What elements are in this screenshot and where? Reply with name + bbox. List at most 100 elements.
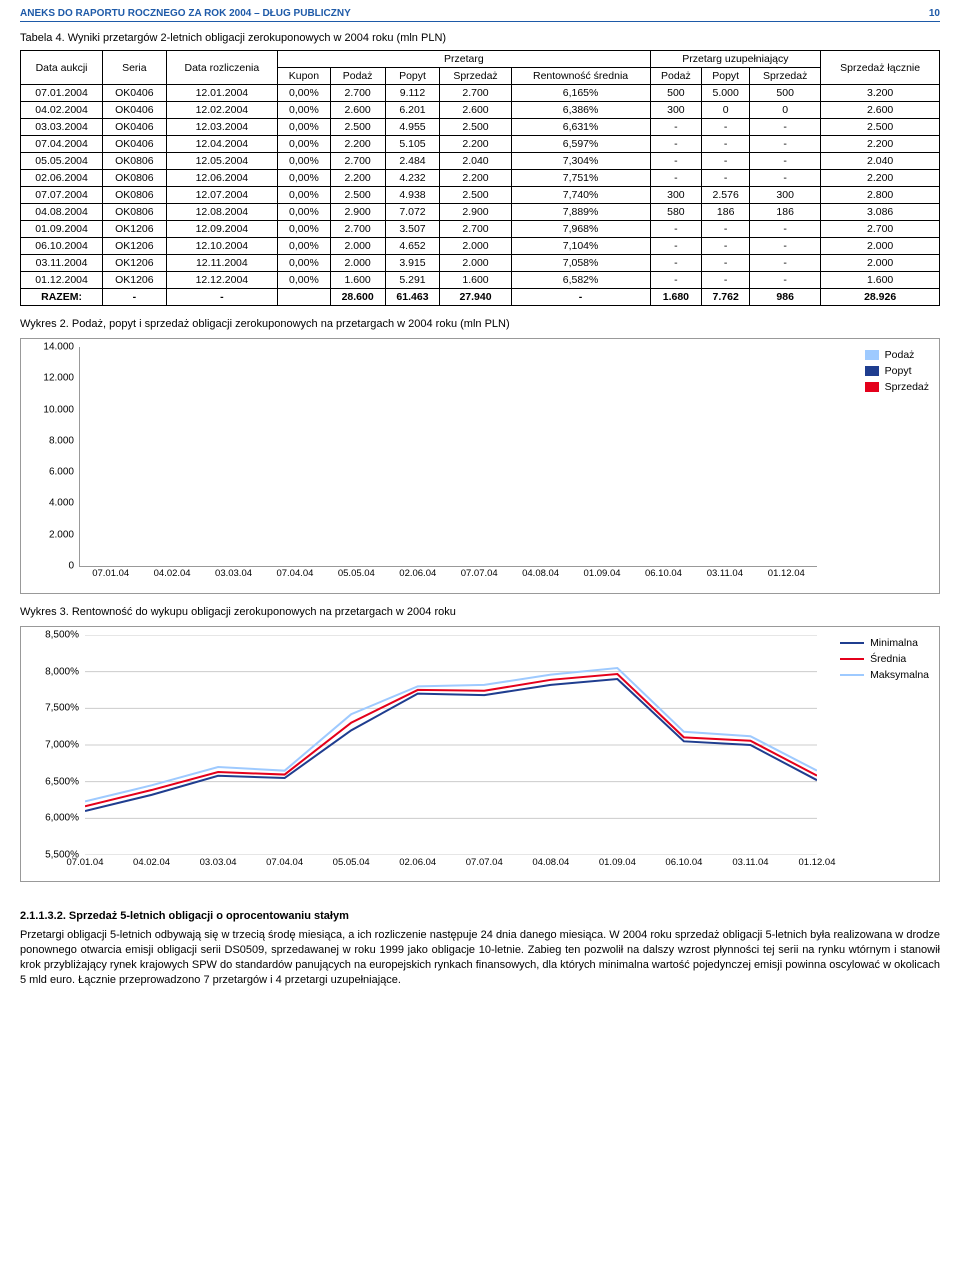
- table-cell: 7.072: [385, 204, 440, 221]
- table-cell: 2.700: [330, 153, 385, 170]
- table-cell: 0,00%: [278, 136, 331, 153]
- line-chart: 07.01.0404.02.0403.03.0407.04.0405.05.04…: [85, 635, 817, 855]
- table-cell: 12.09.2004: [166, 221, 278, 238]
- line-ytick: 5,500%: [33, 850, 79, 861]
- table-cell: 5.105: [385, 136, 440, 153]
- legend-swatch: [865, 366, 879, 376]
- table-cell: 2.500: [330, 187, 385, 204]
- table-cell: 4.232: [385, 170, 440, 187]
- col-group-uzup: Przetarg uzupełniający: [650, 51, 821, 68]
- table-cell: 2.000: [330, 238, 385, 255]
- table-cell: 2.200: [821, 170, 940, 187]
- table-cell: 7,751%: [511, 170, 650, 187]
- table-cell: 0,00%: [278, 255, 331, 272]
- table-cell: 7,968%: [511, 221, 650, 238]
- bar-ytick: 10.000: [34, 404, 74, 415]
- legend-label: Popyt: [885, 365, 912, 377]
- table-cell: 12.01.2004: [166, 85, 278, 102]
- table-cell: 2.900: [330, 204, 385, 221]
- table-cell: 5.000: [702, 85, 750, 102]
- bar-xlabel: 04.02.04: [141, 568, 202, 579]
- table-cell: 0,00%: [278, 221, 331, 238]
- table-cell: 05.05.2004: [21, 153, 103, 170]
- table-cell: -: [702, 238, 750, 255]
- legend-label: Minimalna: [870, 637, 918, 649]
- table-cell: 0: [702, 102, 750, 119]
- table-cell: 01.09.2004: [21, 221, 103, 238]
- table-cell: 07.07.2004: [21, 187, 103, 204]
- table-row: 01.12.2004OK120612.12.20040,00%1.6005.29…: [21, 272, 940, 289]
- col-sprzedaz-lacznie: Sprzedaż łącznie: [821, 51, 940, 85]
- table-cell: OK1206: [103, 255, 166, 272]
- table-cell: -: [702, 221, 750, 238]
- legend-item: Minimalna: [840, 637, 929, 649]
- table-cell: 6,386%: [511, 102, 650, 119]
- table-cell: 7,304%: [511, 153, 650, 170]
- bar-xlabel: 05.05.04: [326, 568, 387, 579]
- table-cell: 2.500: [821, 119, 940, 136]
- col-popyt2: Popyt: [702, 68, 750, 85]
- bar-xlabel: 01.09.04: [571, 568, 632, 579]
- table-cell: OK0406: [103, 85, 166, 102]
- table-cell: 2.000: [440, 255, 511, 272]
- legend-line: [840, 642, 864, 644]
- line-xlabel: 04.02.04: [133, 857, 170, 868]
- legend-item: Maksymalna: [840, 669, 929, 681]
- table-row: 03.03.2004OK040612.03.20040,00%2.5004.95…: [21, 119, 940, 136]
- page-header: ANEKS DO RAPORTU ROCZNEGO ZA ROK 2004 – …: [20, 8, 940, 22]
- bar-xlabel: 06.10.04: [633, 568, 694, 579]
- table-cell: 02.06.2004: [21, 170, 103, 187]
- table-cell: 1.600: [821, 272, 940, 289]
- table-row: 07.04.2004OK040612.04.20040,00%2.2005.10…: [21, 136, 940, 153]
- table-cell: -: [702, 170, 750, 187]
- header-left: ANEKS DO RAPORTU ROCZNEGO ZA ROK 2004 – …: [20, 8, 351, 19]
- table-cell: 2.200: [330, 170, 385, 187]
- table-cell: 2.500: [440, 187, 511, 204]
- table-cell: 2.484: [385, 153, 440, 170]
- line-ytick: 7,500%: [33, 703, 79, 714]
- table-row: 04.02.2004OK040612.02.20040,00%2.6006.20…: [21, 102, 940, 119]
- table-cell: 2.000: [821, 255, 940, 272]
- table-cell: -: [650, 136, 702, 153]
- table-cell: 500: [750, 85, 821, 102]
- table-cell: 01.12.2004: [21, 272, 103, 289]
- table-cell: 7,889%: [511, 204, 650, 221]
- table-cell: 2.000: [821, 238, 940, 255]
- legend-label: Sprzedaż: [885, 381, 929, 393]
- bar-ytick: 6.000: [34, 467, 74, 478]
- table-cell: OK1206: [103, 221, 166, 238]
- table-cell: -: [750, 272, 821, 289]
- table-cell: 0,00%: [278, 187, 331, 204]
- table-cell: 2.500: [440, 119, 511, 136]
- table-cell: OK0406: [103, 136, 166, 153]
- legend-label: Maksymalna: [870, 669, 929, 681]
- table-cell: 2.500: [330, 119, 385, 136]
- table-cell: 27.940: [440, 289, 511, 306]
- bar-xlabel: 07.01.04: [80, 568, 141, 579]
- table-cell: OK0806: [103, 170, 166, 187]
- table-cell: 28.926: [821, 289, 940, 306]
- table-cell: 300: [650, 102, 702, 119]
- table-cell: 2.800: [821, 187, 940, 204]
- auction-results-table: Data aukcji Seria Data rozliczenia Przet…: [20, 50, 940, 306]
- table-cell: 500: [650, 85, 702, 102]
- bar-xlabel: 07.07.04: [449, 568, 510, 579]
- table-cell: 2.600: [821, 102, 940, 119]
- table-cell: 4.938: [385, 187, 440, 204]
- table-cell: 2.700: [440, 85, 511, 102]
- table-row: 07.01.2004OK040612.01.20040,00%2.7009.11…: [21, 85, 940, 102]
- legend-item: Sprzedaż: [865, 381, 929, 393]
- line-chart-container: MinimalnaŚredniaMaksymalna 07.01.0404.02…: [20, 626, 940, 882]
- table-cell: 03.03.2004: [21, 119, 103, 136]
- table-cell: 61.463: [385, 289, 440, 306]
- table-cell: 186: [702, 204, 750, 221]
- table-cell: -: [103, 289, 166, 306]
- table-cell: 2.600: [440, 102, 511, 119]
- bar-xlabel: 02.06.04: [387, 568, 448, 579]
- table-cell: 300: [650, 187, 702, 204]
- line-ytick: 6,000%: [33, 813, 79, 824]
- table-cell: 1.600: [440, 272, 511, 289]
- table-cell: 2.700: [330, 85, 385, 102]
- line-ytick: 8,500%: [33, 630, 79, 641]
- table-cell: -: [511, 289, 650, 306]
